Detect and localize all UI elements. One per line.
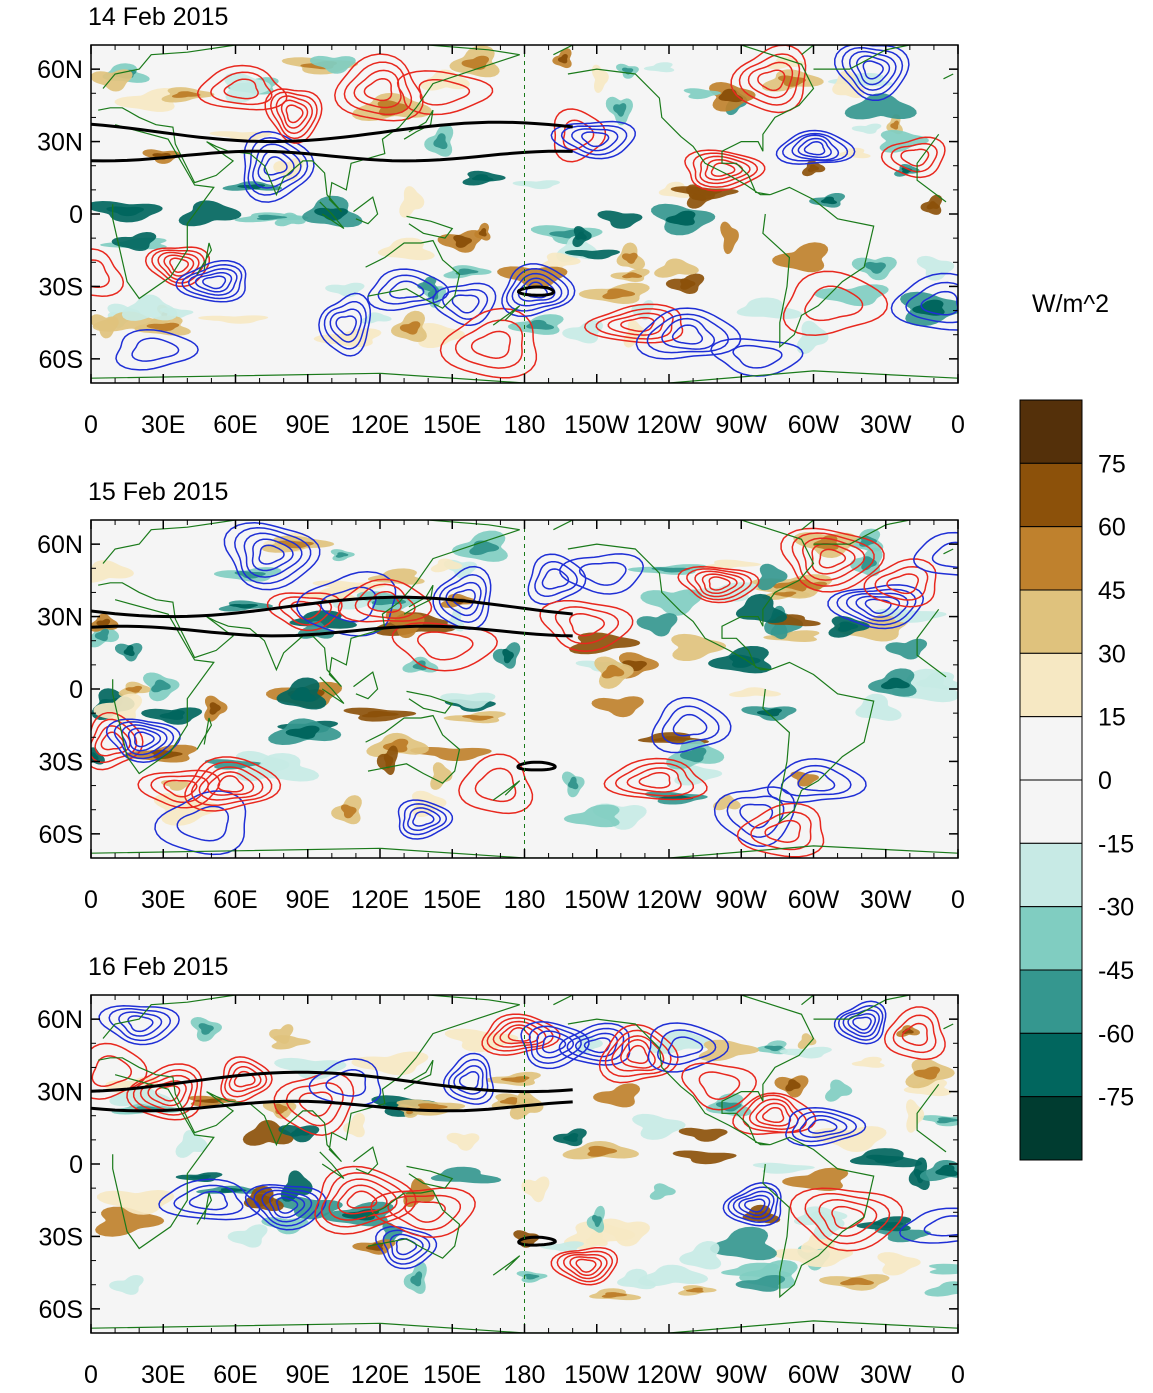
lat-tick-label: 0: [69, 676, 83, 704]
colorbar-swatch: [1019, 779, 1083, 844]
streamfunction-contours: [91, 521, 958, 858]
colorbar-swatch: [1019, 1032, 1083, 1098]
colorbar-swatch: [1019, 716, 1083, 781]
colorbar-swatch: [1019, 842, 1083, 908]
colorbar-swatch: [1019, 652, 1083, 718]
lon-tick-label: 60E: [213, 1361, 257, 1389]
lon-tick-label: 120E: [351, 1361, 409, 1389]
colorbar-label: 45: [1098, 577, 1126, 605]
lon-tick-label: 30W: [860, 411, 912, 439]
colorbar-label: 30: [1098, 640, 1126, 668]
colorbar-swatch: [1019, 589, 1083, 654]
lon-tick-label: 30E: [141, 886, 185, 914]
lat-tick-label: 30S: [39, 273, 83, 301]
lon-tick-label: 30E: [141, 411, 185, 439]
colorbar-swatch: [1019, 462, 1083, 528]
lon-tick-label: 90W: [716, 886, 768, 914]
lon-tick-label: 30W: [860, 886, 912, 914]
lon-tick-label: 60E: [213, 411, 257, 439]
map-16-feb: 60N 30N 0 30S 60S 0 30E 60E 90E 120E 150E 180 150W 12…: [37, 994, 965, 1389]
lon-tick-label: 150E: [423, 886, 481, 914]
lon-tick-label: 120W: [636, 886, 702, 914]
colorbar-swatch: [1019, 906, 1083, 971]
streamfunction-contours: [91, 1000, 958, 1286]
lat-tick-label: 60N: [37, 531, 83, 559]
lon-tick-label: 150W: [564, 886, 630, 914]
lon-tick-label: 120W: [636, 1361, 702, 1389]
lon-tick-label: 0: [84, 411, 98, 439]
jet-contours: [91, 595, 573, 772]
lon-tick-label: 0: [951, 886, 965, 914]
colorbar-label: -60: [1098, 1020, 1134, 1048]
panel-14-feb: 14 Feb 2015 60N 30N 0 30S 60S 0 30E 60E 90E 120E 1…: [0, 5, 990, 445]
coastlines: [91, 995, 958, 1333]
colorbar-label: -30: [1098, 894, 1134, 922]
lon-tick-label: 60W: [788, 411, 840, 439]
colorbar-label: 60: [1098, 514, 1126, 542]
lon-tick-label: 30W: [860, 1361, 912, 1389]
lat-tick-label: 60N: [37, 56, 83, 84]
jet-contours: [91, 120, 573, 297]
lat-tick-label: 60N: [37, 1006, 83, 1034]
panel-title: 15 Feb 2015: [88, 478, 229, 506]
lon-tick-label: 180: [504, 886, 546, 914]
colorbar-label: 75: [1098, 450, 1126, 478]
colorbar-swatch: [1019, 526, 1083, 591]
lon-tick-label: 0: [84, 1361, 98, 1389]
lat-tick-label: 60S: [39, 346, 83, 374]
lat-tick-label: 30N: [37, 1079, 83, 1107]
panel-title: 14 Feb 2015: [88, 3, 229, 31]
lat-tick-label: 30S: [39, 1223, 83, 1251]
lon-tick-label: 90E: [286, 411, 330, 439]
lon-tick-label: 90E: [286, 886, 330, 914]
lon-tick-label: 0: [951, 1361, 965, 1389]
coastlines: [91, 45, 958, 383]
lon-tick-label: 60E: [213, 886, 257, 914]
lon-tick-label: 150W: [564, 411, 630, 439]
lon-tick-label: 120W: [636, 411, 702, 439]
lon-tick-label: 0: [951, 411, 965, 439]
lat-tick-label: 0: [69, 201, 83, 229]
colorbar-swatch: [1019, 399, 1083, 464]
lon-tick-label: 90W: [716, 411, 768, 439]
colorbar: 75 60 45 30 15 0 -15 -30 -45 -60 -75: [1019, 399, 1134, 1161]
lon-tick-label: 180: [504, 411, 546, 439]
panel-title: 16 Feb 2015: [88, 953, 229, 981]
panel-16-feb: 16 Feb 2015 60N 30N 0 30S 60S 0 30E 60E 90E 120E 1…: [0, 955, 990, 1393]
lon-tick-label: 180: [504, 1361, 546, 1389]
lat-tick-label: 0: [69, 1151, 83, 1179]
lon-tick-label: 120E: [351, 886, 409, 914]
lat-tick-label: 60S: [39, 821, 83, 849]
colorbar-label: -15: [1098, 830, 1134, 858]
lat-tick-label: 60S: [39, 1296, 83, 1324]
lon-tick-label: 90W: [716, 1361, 768, 1389]
lon-tick-label: 30E: [141, 1361, 185, 1389]
lon-tick-label: 150E: [423, 411, 481, 439]
colorbar-label: -75: [1098, 1084, 1134, 1112]
lat-tick-label: 30N: [37, 604, 83, 632]
map-15-feb: 60N 30N 0 30S 60S 0 30E 60E 90E 120E 150E 180 150W 12…: [37, 519, 965, 914]
lon-tick-label: 0: [84, 886, 98, 914]
jet-contours: [91, 1070, 573, 1247]
lon-tick-label: 90E: [286, 1361, 330, 1389]
lon-tick-label: 60W: [788, 886, 840, 914]
colorbar-label: 15: [1098, 704, 1126, 732]
colorbar-swatch: [1019, 969, 1083, 1034]
colorbar-swatch: [1019, 1096, 1083, 1161]
coastlines: [91, 520, 958, 858]
lon-tick-label: 120E: [351, 411, 409, 439]
colorbar-label: -45: [1098, 957, 1134, 985]
colorbar-units: W/m^2: [1032, 290, 1110, 318]
anomaly-shading: [95, 1017, 958, 1301]
lon-tick-label: 150W: [564, 1361, 630, 1389]
panel-15-feb: 15 Feb 2015 60N 30N 0 30S 60S 0 30E 60E 90E 120E 1…: [0, 480, 990, 920]
lon-tick-label: 60W: [788, 1361, 840, 1389]
colorbar-label: 0: [1098, 767, 1112, 795]
lon-tick-label: 150E: [423, 1361, 481, 1389]
map-14-feb: 60N 30N 0 30S 60S 0 30E 60E 90E 120E 150E 180 150W 12…: [37, 44, 965, 439]
lat-tick-label: 30S: [39, 748, 83, 776]
lat-tick-label: 30N: [37, 129, 83, 157]
